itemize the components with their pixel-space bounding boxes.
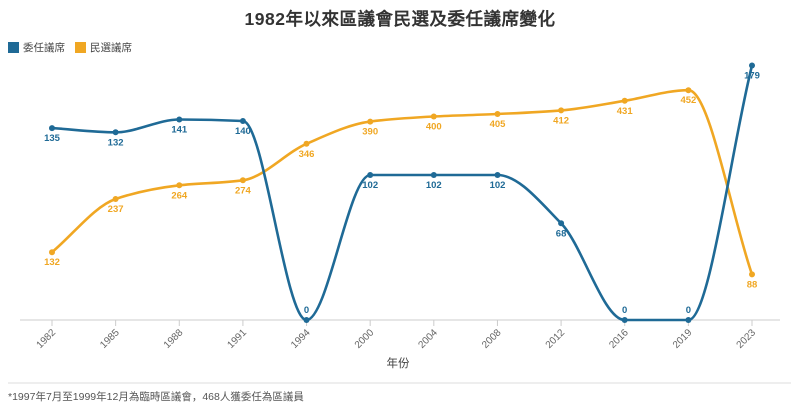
footnote: *1997年7月至1999年12月為臨時區議會，468人獲委任為區議員 (8, 391, 304, 403)
data-point-label-appointed-seats-1991: 140 (235, 126, 251, 137)
data-point-elected-seats-2012[interactable] (558, 107, 565, 114)
data-point-appointed-seats-2008[interactable] (494, 172, 501, 178)
series-line-elected-seats (50, 88, 754, 276)
x-tick-label-2012: 2012 (544, 327, 568, 351)
x-tick-label-1982: 1982 (35, 327, 59, 351)
data-point-appointed-seats-2004[interactable] (430, 172, 437, 178)
data-point-appointed-seats-2023[interactable] (749, 62, 755, 69)
data-point-elected-seats-1991[interactable] (239, 177, 246, 184)
data-point-label-appointed-seats-2004: 102 (426, 180, 442, 191)
data-point-label-elected-seats-2012: 412 (553, 115, 569, 126)
x-axis-title: 年份 (387, 356, 410, 370)
data-point-elected-seats-2019[interactable] (685, 87, 692, 94)
data-point-label-elected-seats-2004: 400 (426, 122, 442, 133)
data-point-label-appointed-seats-2019: 0 (686, 305, 691, 316)
data-point-label-elected-seats-1994: 346 (299, 149, 315, 160)
data-point-label-elected-seats-1991: 274 (235, 185, 252, 196)
x-tick-label-2000: 2000 (353, 327, 377, 351)
data-point-label-elected-seats-1988: 264 (171, 190, 188, 201)
data-point-appointed-seats-2016[interactable] (621, 317, 628, 323)
x-tick-label-2008: 2008 (480, 327, 504, 351)
x-tick-label-1985: 1985 (98, 327, 122, 351)
data-point-elected-seats-2004[interactable] (430, 113, 437, 120)
x-tick-label-1991: 1991 (226, 327, 250, 351)
x-tick-label-1988: 1988 (162, 327, 186, 351)
x-tick-label-2004: 2004 (416, 327, 440, 351)
legend-label: 委任議席 (23, 42, 65, 54)
data-point-label-appointed-seats-1985: 132 (108, 137, 124, 148)
data-point-appointed-seats-1985[interactable] (112, 129, 119, 136)
data-point-label-appointed-seats-2012: 68 (556, 228, 567, 239)
data-point-label-elected-seats-1982: 132 (44, 257, 60, 268)
data-point-elected-seats-2008[interactable] (494, 111, 501, 117)
data-point-elected-seats-2000[interactable] (367, 118, 374, 125)
legend-swatch-icon (75, 42, 86, 53)
data-point-appointed-seats-1988[interactable] (176, 116, 183, 123)
data-point-appointed-seats-1991[interactable] (239, 118, 246, 124)
data-point-label-appointed-seats-1994: 0 (304, 305, 309, 316)
data-point-label-elected-seats-2019: 452 (680, 95, 696, 106)
legend-swatch-icon (8, 42, 19, 53)
data-point-label-appointed-seats-2008: 102 (490, 180, 506, 191)
data-point-elected-seats-1994[interactable] (303, 140, 310, 147)
legend: 委任議席 民選議席 (8, 40, 132, 55)
data-point-elected-seats-1985[interactable] (112, 196, 119, 202)
data-point-elected-seats-1988[interactable] (176, 182, 183, 189)
legend-label: 民選議席 (90, 42, 132, 54)
data-point-label-elected-seats-2023: 88 (747, 279, 758, 290)
data-point-label-appointed-seats-1988: 141 (171, 125, 188, 136)
data-point-appointed-seats-1994[interactable] (303, 317, 310, 323)
data-point-label-elected-seats-2008: 405 (490, 119, 507, 130)
series-line-appointed-seats (50, 64, 754, 322)
data-point-label-elected-seats-2016: 431 (617, 106, 634, 117)
data-point-appointed-seats-2019[interactable] (685, 317, 692, 323)
data-point-elected-seats-2023[interactable] (749, 271, 755, 278)
x-tick-label-2016: 2016 (607, 327, 631, 351)
x-tick-label-1994: 1994 (289, 327, 313, 351)
data-point-elected-seats-1982[interactable] (49, 249, 55, 256)
data-point-label-appointed-seats-2016: 0 (622, 305, 627, 316)
data-point-elected-seats-2016[interactable] (621, 97, 628, 104)
data-point-label-elected-seats-1985: 237 (108, 204, 124, 215)
data-point-appointed-seats-1982[interactable] (49, 125, 55, 132)
x-tick-label-2019: 2019 (671, 327, 695, 351)
legend-item-elected-seats[interactable]: 民選議席 (75, 40, 132, 55)
x-tick-label-2023: 2023 (735, 327, 759, 351)
data-point-appointed-seats-2012[interactable] (558, 220, 565, 227)
data-point-label-appointed-seats-2000: 102 (362, 180, 378, 191)
data-point-label-appointed-seats-2023: 179 (744, 71, 760, 82)
data-point-appointed-seats-2000[interactable] (367, 172, 374, 178)
data-point-label-elected-seats-2000: 390 (362, 127, 378, 138)
chart-title: 1982年以來區議會民選及委任議席變化 (244, 9, 556, 29)
data-point-label-appointed-seats-1982: 135 (44, 133, 61, 144)
legend-item-appointed-seats[interactable]: 委任議席 (8, 40, 65, 55)
